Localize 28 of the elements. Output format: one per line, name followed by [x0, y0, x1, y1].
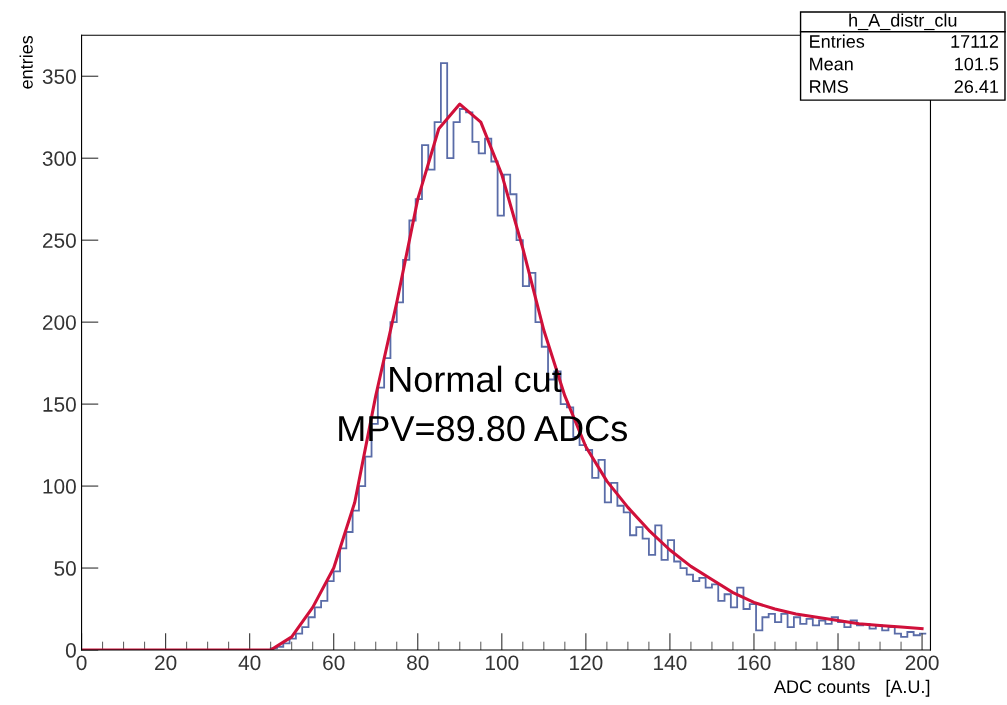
- y-tick-label: 200: [43, 315, 76, 330]
- x-tick-label: 40: [238, 655, 261, 671]
- x-tick-label: 120: [570, 655, 603, 671]
- annotation: Entries: [810, 34, 865, 48]
- text: 17112: [951, 35, 999, 48]
- x-tick-label: 80: [407, 655, 429, 671]
- y-axis-title: entries: [19, 35, 33, 89]
- y-tick-label: 0: [65, 643, 76, 658]
- x-tick-label: 100: [486, 655, 519, 671]
- y-tick-label: 100: [43, 479, 76, 494]
- y-tick-label: 50: [54, 561, 76, 576]
- x-tick-label: 160: [738, 655, 771, 671]
- y-tick-label: 250: [43, 233, 76, 248]
- annotation: RMS: [810, 80, 848, 93]
- y-tick-label: 300: [42, 151, 76, 166]
- x-tick-label: 200: [905, 655, 939, 671]
- text: h_A_distr_clu: [849, 13, 957, 31]
- x-tick-label: 180: [822, 655, 855, 671]
- x-tick-label: 60: [323, 655, 345, 671]
- x-tick-label: 0: [76, 655, 87, 671]
- x-tick-label: 140: [654, 655, 687, 671]
- y-tick-label: 150: [43, 397, 76, 412]
- x-tick-label: 20: [155, 655, 177, 671]
- text: 101.5: [955, 57, 999, 71]
- text: 26.41: [954, 80, 999, 93]
- x-axis-title: ADC counts [A.U.]: [773, 679, 930, 697]
- annotation: Mean: [810, 57, 853, 71]
- y-tick-label: 350: [42, 69, 76, 84]
